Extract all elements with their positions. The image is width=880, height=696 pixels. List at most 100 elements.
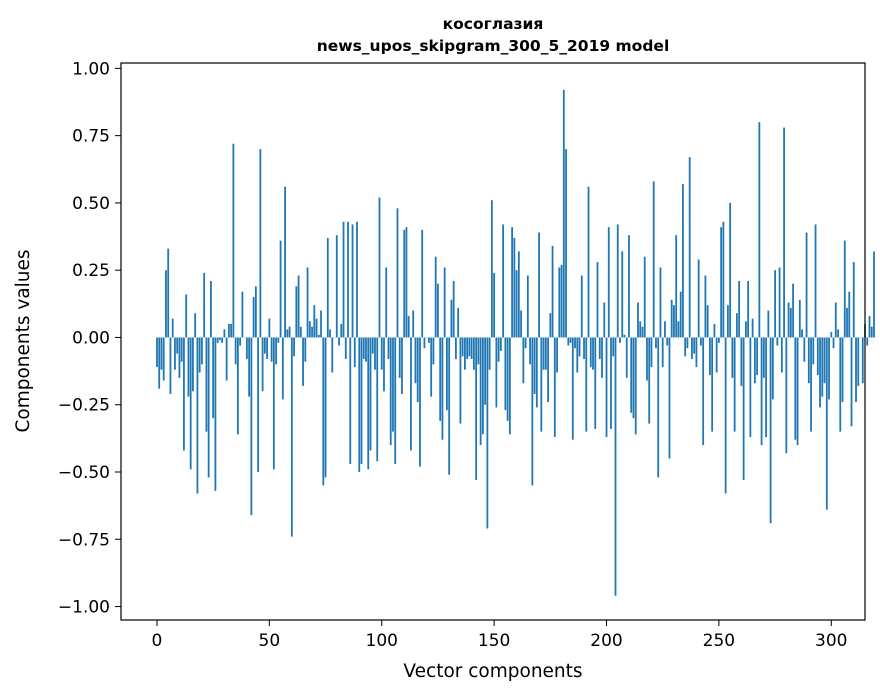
bar-38 [241, 291, 244, 338]
bar-131 [450, 299, 453, 338]
y-tick-label: −0.75 [58, 530, 110, 550]
bar-100 [380, 337, 383, 370]
bar-253 [724, 337, 727, 494]
bar-145 [481, 337, 484, 435]
bar-168 [533, 337, 536, 394]
bar-242 [700, 337, 702, 346]
bar-277 [778, 267, 781, 338]
bar-116 [416, 337, 419, 403]
bar-60 [290, 337, 293, 537]
bar-146 [484, 337, 487, 405]
y-tick-label: −0.50 [58, 463, 110, 483]
bar-11 [180, 337, 183, 362]
bar-233 [679, 291, 682, 338]
bar-299 [828, 337, 830, 400]
bar-161 [517, 251, 520, 338]
bar-286 [798, 299, 801, 338]
bar-280 [785, 337, 788, 454]
bar-153 [499, 337, 502, 351]
bar-178 [556, 337, 558, 373]
bar-81 [338, 337, 340, 346]
bar-21 [203, 272, 206, 338]
y-axis-ticks: −1.00 −0.75 −0.50 −0.25 0.00 0.25 0.50 0.75 1.00 [58, 59, 121, 618]
bar-104 [389, 337, 392, 446]
bar-22 [205, 337, 208, 432]
bar-214 [637, 302, 639, 338]
bar-217 [643, 256, 646, 338]
bar-47 [261, 337, 264, 392]
bar-99 [378, 197, 381, 338]
y-tick-label: −0.25 [58, 396, 110, 416]
bar-126 [439, 337, 442, 421]
bar-172 [542, 337, 545, 370]
bar-33 [230, 324, 233, 338]
bar-86 [349, 337, 352, 464]
bar-16 [192, 337, 194, 392]
bar-56 [281, 337, 284, 400]
bar-174 [547, 337, 549, 403]
bar-5 [167, 248, 170, 338]
bar-91 [360, 337, 363, 464]
x-tick-label: 50 [259, 631, 281, 651]
bar-293 [814, 224, 817, 338]
bar-42 [250, 337, 253, 516]
bar-173 [544, 337, 547, 370]
bar-84 [344, 337, 347, 359]
bar-231 [675, 235, 678, 338]
bar-182 [565, 149, 567, 338]
bar-30 [223, 329, 226, 338]
bar-127 [441, 337, 444, 440]
bar-211 [630, 337, 633, 413]
bar-124 [434, 256, 437, 338]
bar-201 [607, 227, 610, 338]
bar-176 [551, 245, 554, 338]
bar-294 [816, 337, 819, 376]
bar-270 [762, 337, 765, 378]
y-tick-label: 0.75 [72, 127, 110, 147]
bar-89 [356, 221, 358, 338]
bar-3 [162, 337, 165, 381]
bar-260 [740, 337, 743, 386]
y-tick-label: 0.00 [72, 328, 110, 348]
bar-0 [156, 337, 158, 368]
bar-110 [403, 229, 406, 338]
bar-296 [821, 337, 824, 397]
bar-249 [715, 337, 718, 373]
bar-254 [726, 305, 729, 338]
bar-232 [677, 321, 680, 338]
bar-251 [720, 227, 723, 338]
bar-18 [196, 337, 199, 494]
bar-23 [207, 337, 210, 478]
bar-106 [394, 337, 397, 464]
bar-58 [286, 329, 289, 338]
bar-306 [843, 240, 846, 338]
bar-175 [549, 313, 552, 338]
bar-150 [493, 272, 496, 338]
bar-140 [470, 337, 473, 359]
bar-308 [848, 291, 851, 338]
bar-268 [758, 122, 761, 338]
bar-266 [753, 337, 756, 384]
bar-82 [340, 324, 343, 338]
bar-257 [733, 337, 736, 432]
bar-204 [614, 337, 617, 596]
bar-271 [765, 337, 767, 438]
bar-27 [216, 337, 219, 343]
bar-240 [695, 337, 698, 368]
bar-29 [221, 337, 224, 343]
bar-96 [371, 337, 374, 354]
bar-287 [801, 329, 803, 338]
bar-183 [567, 337, 570, 346]
bar-207 [621, 251, 624, 338]
bar-236 [686, 337, 689, 349]
bar-6 [169, 337, 172, 394]
bar-119 [423, 337, 426, 349]
bar-181 [562, 89, 565, 338]
bar-53 [275, 337, 277, 365]
bar-73 [320, 310, 322, 338]
bar-310 [852, 262, 855, 338]
bar-72 [317, 334, 320, 338]
bar-28 [219, 337, 221, 341]
bar-208 [623, 334, 626, 338]
bar-97 [374, 337, 376, 370]
